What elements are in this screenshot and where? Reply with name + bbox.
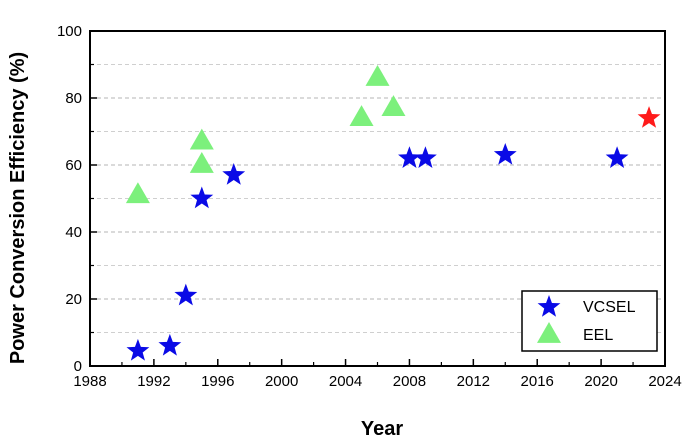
x-tick-label: 2000 — [265, 373, 298, 390]
x-tick-label: 1988 — [73, 373, 106, 390]
axis-ticks — [89, 30, 666, 367]
y-tick-label: 40 — [65, 224, 82, 241]
vcsel-point — [158, 333, 182, 356]
x-axis-title: Year — [361, 418, 403, 440]
y-tick-label: 20 — [65, 291, 82, 308]
legend-star-icon — [537, 295, 561, 317]
legend-marker-vcsel — [537, 295, 561, 317]
eel-point — [365, 64, 390, 86]
legend-marker-eel — [537, 322, 561, 343]
vcsel-point — [605, 146, 629, 169]
vcsel-point — [398, 146, 421, 169]
legend-label-vcsel: VCSEL — [583, 299, 636, 316]
legend: VCSEL EEL — [521, 290, 658, 352]
x-tick-label: 1992 — [137, 373, 170, 390]
vcsel-point — [222, 163, 246, 185]
data-points — [125, 64, 661, 361]
eel-point — [189, 152, 214, 173]
vcsel-point — [126, 338, 150, 361]
x-tick-label: 2004 — [329, 373, 362, 390]
y-tick-label: 80 — [65, 90, 82, 107]
x-tick-label: 2012 — [457, 373, 490, 390]
vcsel-point — [174, 283, 198, 306]
vcsel-point — [190, 186, 214, 209]
eel-point — [381, 95, 406, 116]
x-tick-label: 2016 — [521, 373, 554, 390]
y-axis-title: Power Conversion Efficiency (%) — [7, 52, 29, 364]
highlight-point — [637, 106, 661, 128]
y-tick-label: 100 — [57, 23, 82, 40]
vcsel-point — [493, 142, 517, 165]
eel-point — [349, 105, 374, 127]
x-tick-label: 2020 — [584, 373, 617, 390]
vcsel-point — [414, 146, 437, 169]
legend-triangle-icon — [537, 322, 561, 343]
eel-point — [125, 182, 150, 204]
x-tick-label: 1996 — [201, 373, 234, 390]
x-tick-label: 2024 — [648, 373, 681, 390]
x-tick-labels: 1988 1992 1996 2000 2004 2008 2012 2016 2020 2024 — [73, 373, 681, 390]
y-tick-label: 60 — [65, 157, 82, 174]
legend-label-eel: EEL — [583, 327, 613, 344]
eel-point — [189, 128, 214, 150]
y-tick-label: 0 — [74, 358, 82, 375]
y-tick-labels: 0 20 40 60 80 100 — [57, 23, 82, 375]
x-tick-label: 2008 — [393, 373, 426, 390]
